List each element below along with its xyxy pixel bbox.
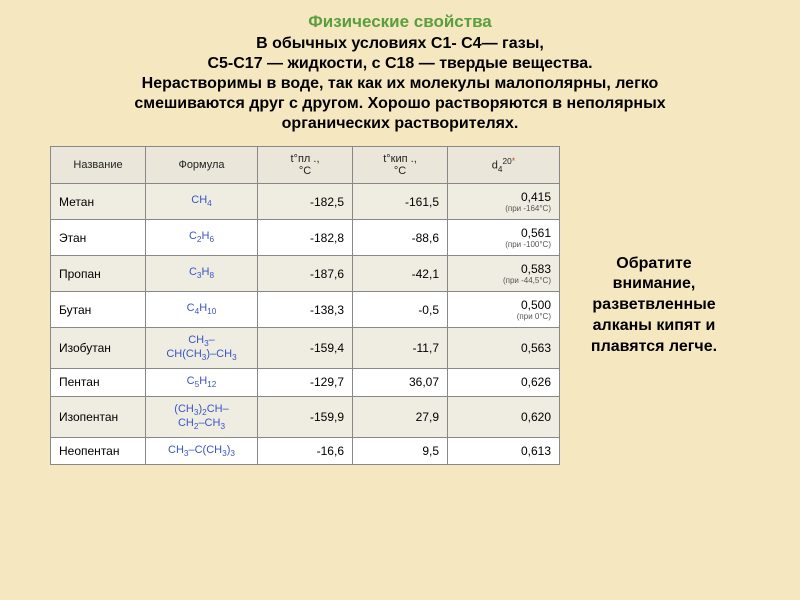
table-row: НеопентанCH3–C(CH3)3-16,69,50,613 (51, 437, 560, 464)
col-name: Название (51, 147, 146, 184)
cell-tpl: -159,4 (258, 328, 353, 369)
cell-tpl: -182,5 (258, 184, 353, 220)
cell-density: 0,415(при -164°С) (448, 184, 560, 220)
cell-tkip: -42,1 (353, 256, 448, 292)
cell-name: Пропан (51, 256, 146, 292)
cell-density: 0,583(при -44,5°С) (448, 256, 560, 292)
cell-formula: C4H10 (146, 292, 258, 328)
star-icon: * (512, 156, 516, 166)
table-row: БутанC4H10-138,3-0,50,500(при 0°С) (51, 292, 560, 328)
cell-density: 0,500(при 0°С) (448, 292, 560, 328)
cell-name: Изобутан (51, 328, 146, 369)
cell-tkip: -88,6 (353, 220, 448, 256)
cell-density: 0,561(при -100°С) (448, 220, 560, 256)
cell-name: Метан (51, 184, 146, 220)
col-tpl: t°пл ., °С (258, 147, 353, 184)
cell-tpl: -187,6 (258, 256, 353, 292)
properties-table: Название Формула t°пл ., °С t°кип ., °С … (50, 146, 560, 465)
cell-tpl: -159,9 (258, 396, 353, 437)
cell-tkip: -0,5 (353, 292, 448, 328)
cell-tpl: -182,8 (258, 220, 353, 256)
cell-tkip: -161,5 (353, 184, 448, 220)
cell-density: 0,563 (448, 328, 560, 369)
table-row: ЭтанC2H6-182,8-88,60,561(при -100°С) (51, 220, 560, 256)
cell-tkip: 27,9 (353, 396, 448, 437)
cell-density: 0,626 (448, 369, 560, 396)
page-title: Физические свойства (20, 12, 780, 32)
cell-name: Этан (51, 220, 146, 256)
cell-tpl: -129,7 (258, 369, 353, 396)
cell-formula: CH3–CH(CH3)–CH3 (146, 328, 258, 369)
cell-tpl: -16,6 (258, 437, 353, 464)
cell-name: Бутан (51, 292, 146, 328)
cell-formula: C2H6 (146, 220, 258, 256)
cell-density: 0,620 (448, 396, 560, 437)
cell-density: 0,613 (448, 437, 560, 464)
cell-formula: CH4 (146, 184, 258, 220)
table-row: МетанCH4-182,5-161,50,415(при -164°С) (51, 184, 560, 220)
cell-formula: CH3–C(CH3)3 (146, 437, 258, 464)
col-density: d420* (448, 147, 560, 184)
cell-name: Пентан (51, 369, 146, 396)
cell-name: Изопентан (51, 396, 146, 437)
cell-tkip: 9,5 (353, 437, 448, 464)
cell-formula: C3H8 (146, 256, 258, 292)
table-row: ПентанC5H12-129,736,070,626 (51, 369, 560, 396)
cell-formula: C5H12 (146, 369, 258, 396)
cell-tkip: 36,07 (353, 369, 448, 396)
col-tkip: t°кип ., °С (353, 147, 448, 184)
table-row: ИзобутанCH3–CH(CH3)–CH3-159,4-11,70,563 (51, 328, 560, 369)
cell-tkip: -11,7 (353, 328, 448, 369)
description-text: В обычных условиях С1- С4— газы,С5-С17 —… (20, 34, 780, 134)
table-row: Изопентан(CH3)2CH–CH2–CH3-159,927,90,620 (51, 396, 560, 437)
table-header-row: Название Формула t°пл ., °С t°кип ., °С … (51, 147, 560, 184)
table-row: ПропанC3H8-187,6-42,10,583(при -44,5°С) (51, 256, 560, 292)
cell-name: Неопентан (51, 437, 146, 464)
cell-tpl: -138,3 (258, 292, 353, 328)
side-note: Обратите внимание, разветвленные алканы … (574, 254, 734, 358)
cell-formula: (CH3)2CH–CH2–CH3 (146, 396, 258, 437)
col-formula: Формула (146, 147, 258, 184)
